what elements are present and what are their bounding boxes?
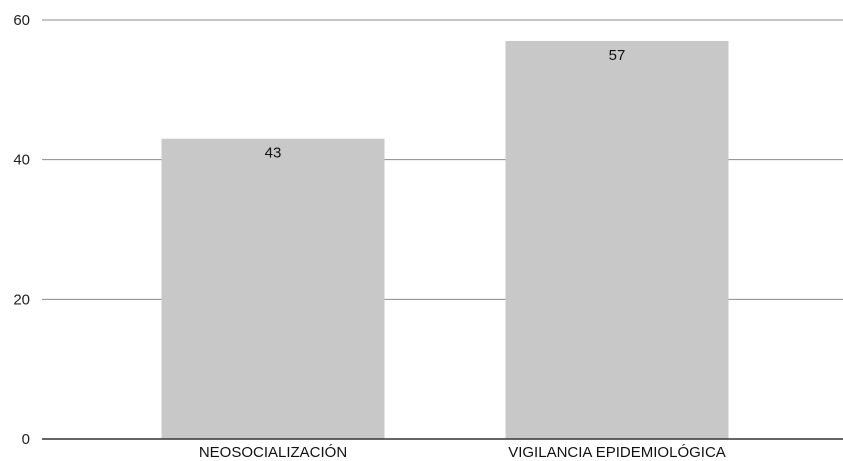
data-label: 57 [609,47,626,64]
data-label: 43 [265,145,282,162]
bar [505,40,729,439]
y-tick-label: 60 [13,12,30,29]
x-category-label: NEOSOCIALIZACIÓN [199,444,347,461]
bar [161,138,385,439]
y-tick-label: 20 [13,291,30,308]
x-category-label: VIGILANCIA EPIDEMIOLÓGICA [508,444,726,461]
labels: 0 20 40 60 43 NEOSOCIALIZACIÓN 57 VIGILANCIA EP… [13,12,725,461]
bars [161,40,729,439]
y-tick-label: 40 [13,152,30,169]
y-tick-label: 0 [22,431,30,448]
